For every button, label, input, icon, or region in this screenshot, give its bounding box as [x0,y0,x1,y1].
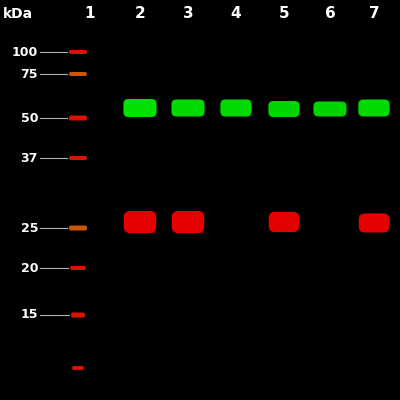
FancyBboxPatch shape [72,366,84,370]
FancyBboxPatch shape [69,226,87,230]
FancyBboxPatch shape [69,116,87,120]
FancyBboxPatch shape [220,100,252,116]
FancyBboxPatch shape [69,156,87,160]
Text: 20: 20 [20,262,38,274]
FancyBboxPatch shape [314,102,346,116]
Text: 7: 7 [369,6,379,22]
Text: 1: 1 [85,6,95,22]
FancyBboxPatch shape [269,212,299,232]
FancyBboxPatch shape [172,100,204,116]
FancyBboxPatch shape [124,211,156,233]
Text: 75: 75 [20,68,38,80]
FancyBboxPatch shape [69,50,87,54]
Text: 3: 3 [183,6,193,22]
FancyBboxPatch shape [71,312,85,318]
Text: 100: 100 [12,46,38,58]
FancyBboxPatch shape [359,214,389,232]
FancyBboxPatch shape [268,101,300,117]
Text: 25: 25 [20,222,38,234]
Text: 4: 4 [231,6,241,22]
FancyBboxPatch shape [70,266,86,270]
Text: 37: 37 [21,152,38,164]
FancyBboxPatch shape [124,99,156,117]
Text: 50: 50 [20,112,38,124]
FancyBboxPatch shape [358,100,390,116]
FancyBboxPatch shape [69,72,87,76]
Text: 15: 15 [20,308,38,322]
Text: 5: 5 [279,6,289,22]
Text: 2: 2 [135,6,145,22]
FancyBboxPatch shape [172,211,204,233]
Text: 6: 6 [325,6,335,22]
Text: kDa: kDa [3,7,33,21]
